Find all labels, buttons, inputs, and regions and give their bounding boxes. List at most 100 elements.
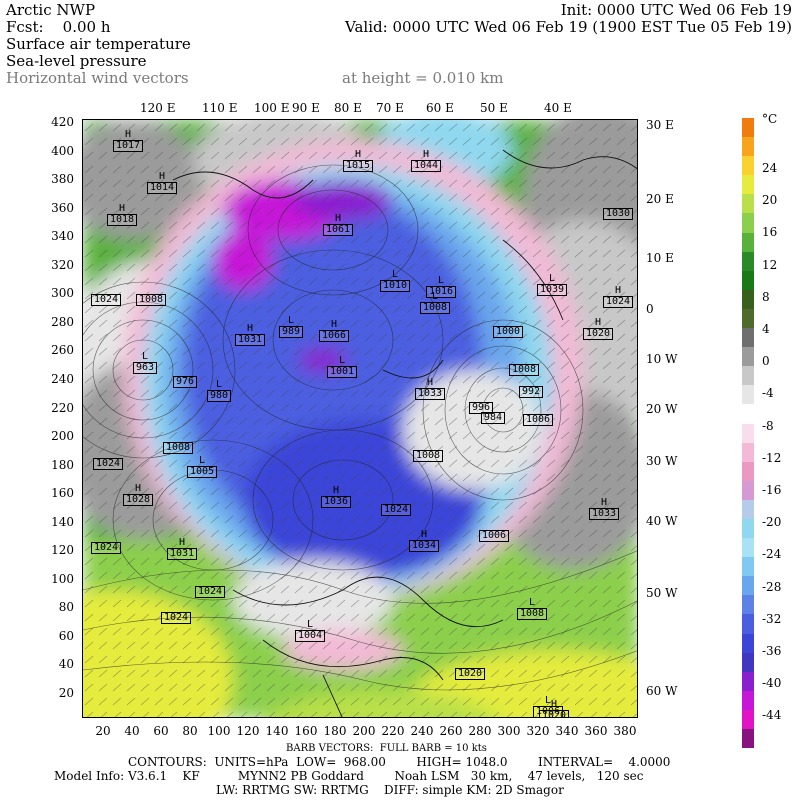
pressure-center: 1008 [413,450,444,462]
colorbar-swatch [742,270,754,290]
pressure-center: H 1033 [589,498,620,520]
pressure-center-value: 1024 [93,458,124,470]
colorbar-swatch [742,729,754,749]
pressure-center: 984 [481,412,506,424]
pressure-center-type: H [355,149,362,160]
height-label: at height = 0.010 km [342,69,504,87]
colorbar-swatch [742,156,754,176]
colorbar-swatch [742,461,754,481]
pressure-center-value: 1024 [91,294,122,306]
edge-label: 10 W [646,352,678,366]
pressure-center-type: L [339,355,346,366]
pressure-center: H 1031 [167,538,198,560]
colorbar-swatch [742,137,754,157]
pressure-center-value: 1061 [323,224,354,236]
pressure-center: H 1031 [235,324,266,346]
pressure-center-value: 1008 [517,608,548,620]
edge-label: 20 E [646,192,674,206]
pressure-center: 1024 [161,612,192,624]
edge-label: 10 E [646,251,674,265]
init-time: Init: 0000 UTC Wed 06 Feb 19 [560,1,792,19]
pressure-center-value: 1031 [235,334,266,346]
longitude-label: 50 E [480,101,508,115]
pressure-center: L 1001 [327,355,358,378]
colorbar-label: 0 [762,354,770,369]
pressure-center: 1024 [91,542,122,554]
colorbar-swatch [742,633,754,653]
colorbar-swatch [742,518,754,539]
colorbar-swatch [742,404,754,424]
pressure-center-value: 1016 [426,286,457,298]
pressure-center: 1008 [136,294,167,306]
pressure-center-value: 1008 [420,302,451,314]
pressure-center: H 1024 [603,286,634,308]
longitude-label: 80 E [334,101,362,115]
x-tick-label: 240 [410,724,434,738]
edge-label: 0 [646,302,654,316]
y-tick-label: 40 [58,657,74,672]
pressure-center-type: H [125,129,132,140]
pressure-center: H 1018 [107,204,138,226]
pressure-center: 1024 [91,294,122,306]
pressure-center-type: L [392,269,399,280]
pressure-center-value: 1017 [113,140,144,152]
x-tick-label: 300 [497,724,521,738]
y-tick-label: 400 [51,143,74,158]
edge-label: 20 W [646,402,678,416]
longitude-label: 40 E [544,101,572,115]
coastlines [172,149,637,717]
y-tick-label: 60 [58,628,74,643]
colorbar-label: 24 [762,161,778,175]
colorbar-swatch [742,614,754,634]
model-title: Arctic NWP [6,1,96,19]
x-tick-label: 220 [381,724,405,738]
pressure-center: L 1006 [533,695,564,717]
pressure-center: 1000 [493,326,524,338]
pressure-center: 1020 [455,668,486,680]
colorbar-label: -24 [762,547,782,562]
colorbar-label: -8 [762,418,774,433]
pressure-center: 1024 [381,504,412,516]
pressure-center-type: L [549,273,556,284]
pressure-center: 976 [173,376,198,388]
pressure-center-value: 1024 [91,542,122,554]
pressure-center: L 1016 [426,276,457,298]
pressure-center-type: L [199,455,206,466]
pressure-center: 1030 [603,208,634,220]
colorbar [742,118,754,749]
colorbar-swatch [742,652,754,672]
pressure-center: L 1004 [295,619,326,642]
y-tick-label: 100 [51,571,74,586]
physics-info: LW: RRTMG SW: RRTMG DIFF: simple KM: 2D … [216,783,564,797]
pressure-center-value: 1020 [539,710,570,717]
barb-legend: BARB VECTORS: FULL BARB = 10 kts [286,743,487,754]
y-tick-label: 120 [51,543,74,558]
wind-vectors [83,120,637,717]
field-wind: Horizontal wind vectors [6,69,189,87]
pressure-center-value: 1033 [415,388,446,400]
pressure-center-type: H [423,149,430,160]
colorbar-swatch [742,538,754,558]
y-tick-label: 200 [51,429,74,444]
pressure-center: H 1033 [415,378,446,400]
y-tick-label: 300 [51,286,74,301]
colorbar-swatch [742,308,754,329]
pressure-center-value: 1033 [589,508,620,520]
pressure-center-value: 980 [207,390,232,402]
colorbar-swatch [742,118,754,138]
pressure-center: L 1005 [187,455,218,478]
colorbar-swatch [742,709,754,729]
pressure-center: 1024 [93,458,124,470]
pressure-center-type: L [307,619,314,630]
pressure-center-value: 1036 [321,496,352,508]
pressure-center-type: L [545,695,552,706]
temperature-map [83,120,637,717]
pressure-center: 1024 [195,586,226,598]
pressure-center-value: 1008 [136,294,167,306]
pressure-center-value: 1066 [319,330,350,342]
y-tick-label: 220 [51,400,74,415]
pressure-center-type: H [333,485,340,496]
pressure-center-value: 1024 [603,296,634,308]
y-tick-label: 340 [51,229,74,244]
colorbar-swatch [742,175,754,195]
